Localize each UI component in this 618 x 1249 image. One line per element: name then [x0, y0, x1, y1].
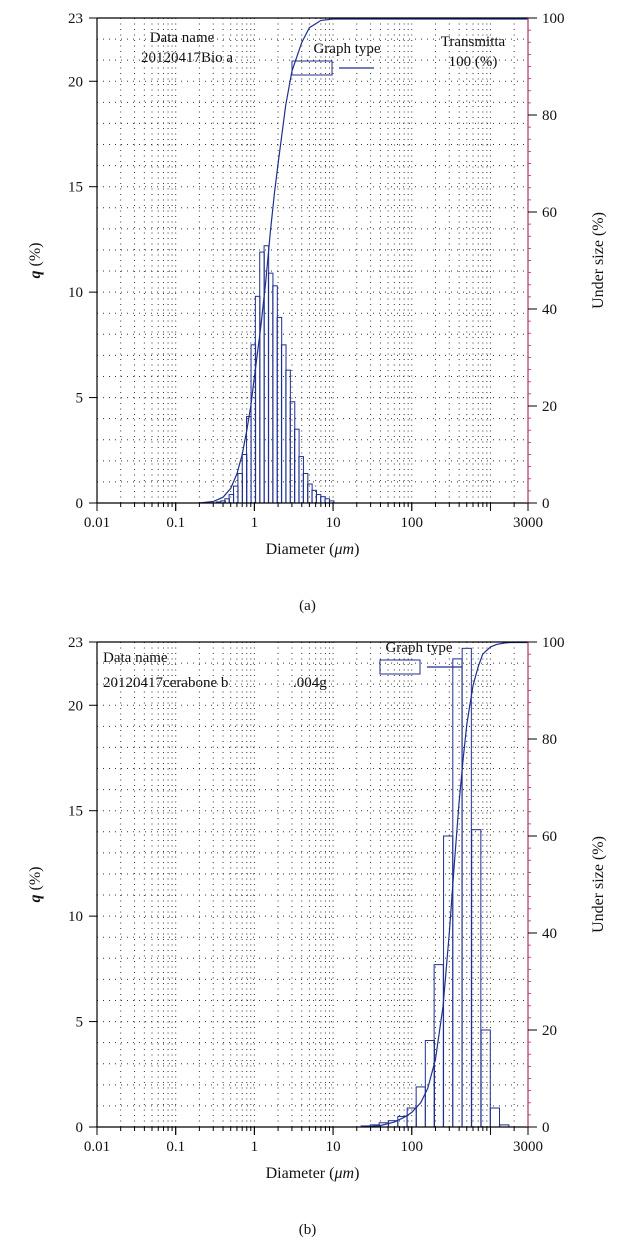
x-tick-label: 3000: [513, 515, 543, 531]
chart-panel-b: 0.01 0.1 1 10 100 3000 0 5 10 15 20 23 0 20 40 60 80 100 D…: [27, 635, 607, 1238]
y2-tick-label: 100: [542, 635, 565, 651]
y2-tick-label: 100: [542, 11, 565, 27]
data-name-label: Data name: [103, 650, 168, 666]
histogram-bar: [452, 658, 463, 1128]
x-axis-label: Diameter (μm): [266, 1165, 360, 1182]
y2-tick-label: 80: [542, 732, 557, 748]
y2-tick-label: 80: [542, 108, 557, 124]
bars: [215, 245, 335, 504]
transmittance-value: 100 (%): [449, 54, 498, 70]
chart-panel-a: 0.01 0.1 1 10 100 3000 0 5 10 15 20 23 0 20 40 60 80 100 D…: [27, 11, 607, 614]
y-tick-label: 23: [68, 635, 83, 651]
x-tick-label: 3000: [513, 1139, 543, 1155]
x-tick-label: 100: [401, 1139, 424, 1155]
x-tick-label: 1: [251, 1139, 259, 1155]
x-axis-label-prefix: Diameter (: [266, 541, 335, 558]
graph-type-label: Graph type: [313, 41, 380, 57]
x-axis-label-unit: μm: [333, 541, 354, 558]
y-tick-label: 20: [68, 698, 83, 714]
x-tick-label: 1: [251, 515, 259, 531]
x-tick-label: 100: [401, 515, 424, 531]
y-axis-label: q (%): [27, 867, 44, 903]
histogram-bar: [424, 1040, 435, 1128]
y-tick-label: 0: [76, 1120, 84, 1136]
y-axis-label-var: q: [27, 894, 44, 902]
legend-bar-swatch: [291, 60, 333, 76]
cumulative-curve: [364, 641, 528, 1128]
panel-label: (a): [299, 598, 316, 614]
y-axis-label-var: q: [27, 270, 44, 278]
y2-axis-label: Under size (%): [590, 212, 607, 309]
panel-label: (b): [299, 1222, 317, 1238]
y2-tick-label: 0: [542, 1120, 550, 1136]
x-axis-label: Diameter (μm): [266, 541, 360, 558]
histogram-bar: [480, 1029, 491, 1128]
x-axis-label-prefix: Diameter (: [266, 1165, 335, 1182]
grid: [97, 18, 528, 503]
histogram-bar: [489, 1107, 501, 1128]
legend-bar-swatch: [379, 659, 421, 675]
data-name-value: 20120417cerabone b: [103, 675, 228, 691]
y-tick-label: 5: [76, 391, 84, 407]
x-tick-label: 0.01: [84, 1139, 110, 1155]
cumulative-curve: [199, 18, 528, 504]
y2-tick-label: 20: [542, 1023, 557, 1039]
x-tick-label: 10: [326, 515, 341, 531]
y-tick-label: 15: [68, 180, 83, 196]
y-axis-label-unit: (%): [27, 867, 44, 895]
grid: [97, 642, 528, 1127]
x-axis-label-suffix: ): [354, 541, 359, 558]
x-tick-label: 0.1: [166, 515, 185, 531]
x-tick-label: 10: [326, 1139, 341, 1155]
data-name-value: 20120417Bio a: [141, 50, 233, 66]
y2-axis-label: Under size (%): [590, 836, 607, 933]
data-name-label: Data name: [150, 30, 215, 46]
histogram-bar: [232, 485, 239, 504]
y2-tick-label: 60: [542, 205, 557, 221]
y-tick-label: 20: [68, 74, 83, 90]
y2-tick-label: 0: [542, 496, 550, 512]
y-tick-label: 23: [68, 11, 83, 27]
y-axis-label-unit: (%): [27, 243, 44, 271]
y-tick-label: 5: [76, 1015, 84, 1031]
y-tick-label: 15: [68, 804, 83, 820]
x-tick-label: 0.1: [166, 1139, 185, 1155]
x-axis-label-suffix: ): [354, 1165, 359, 1182]
y-axis-label: q (%): [27, 243, 44, 279]
histogram-bar: [406, 1107, 417, 1128]
y2-tick-label: 60: [542, 829, 557, 845]
y-tick-label: 10: [68, 285, 83, 301]
y-tick-label: 0: [76, 496, 84, 512]
graph-type-label: Graph type: [385, 640, 452, 656]
x-axis-label-unit: μm: [333, 1165, 354, 1182]
data-name-extra: .004g: [293, 675, 327, 691]
x-tick-label: 0.01: [84, 515, 110, 531]
y2-tick-label: 40: [542, 926, 557, 942]
y2-tick-label: 20: [542, 399, 557, 415]
y-tick-label: 10: [68, 909, 83, 925]
transmittance-label: Transmitta: [441, 34, 506, 50]
y2-tick-label: 40: [542, 302, 557, 318]
